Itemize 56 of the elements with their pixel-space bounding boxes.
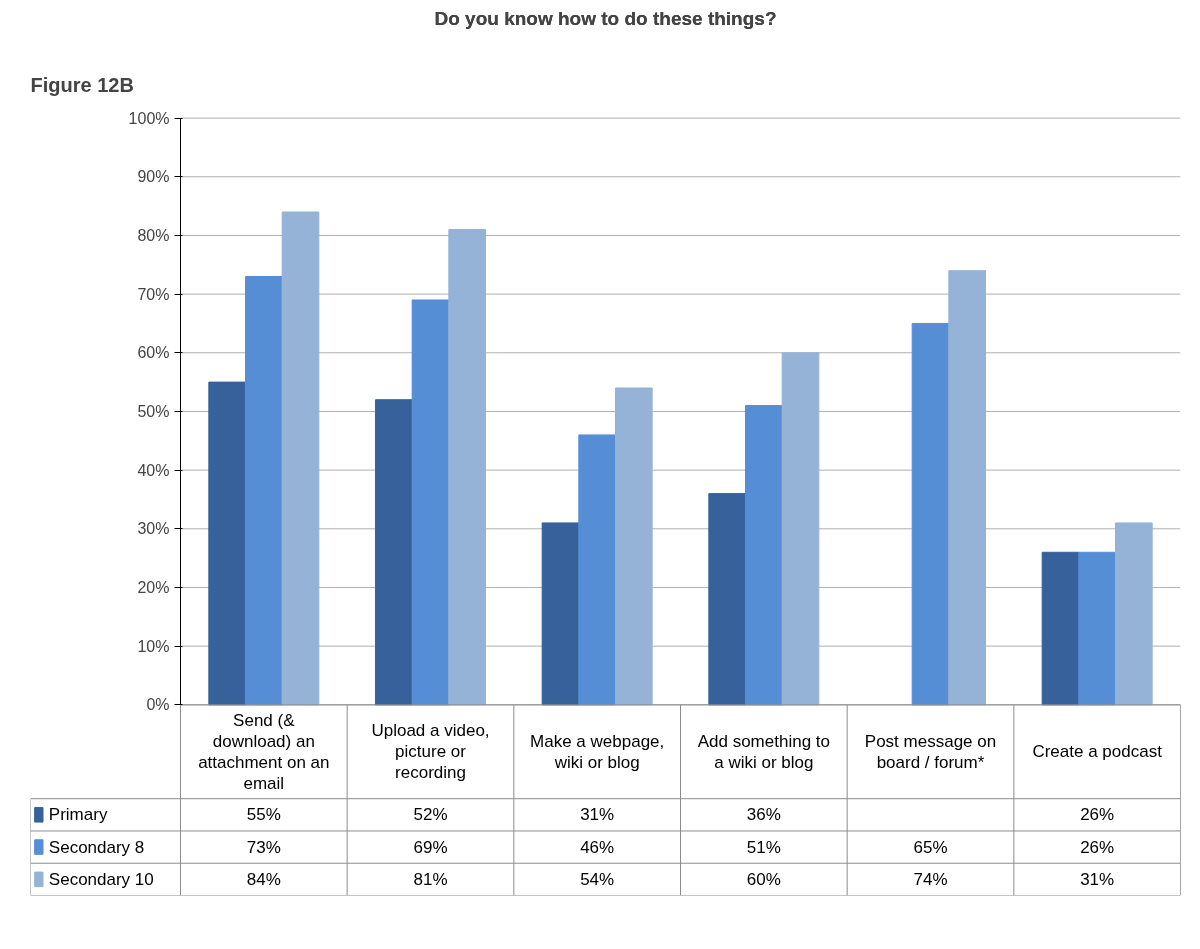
bar	[1078, 551, 1116, 706]
y-tick-label: 100%	[128, 109, 170, 127]
bar	[411, 299, 450, 706]
bar	[245, 276, 283, 706]
data-label: 73%	[246, 837, 281, 857]
data-label: 74%	[913, 869, 948, 889]
bar	[615, 387, 653, 706]
x-tick-label: Post message on board / forum*	[864, 731, 997, 772]
bar	[448, 229, 486, 706]
bar	[948, 270, 986, 706]
bar	[1115, 522, 1153, 706]
data-label: 26%	[1080, 805, 1115, 825]
y-tick-label: 80%	[137, 226, 170, 244]
data-label: 81%	[413, 869, 448, 889]
x-tick-label: Add something to a wiki or blog	[697, 731, 830, 772]
data-label: 54%	[580, 869, 615, 889]
x-tick-label: Send (& download) an attachment on an email	[198, 710, 330, 793]
bar	[1041, 551, 1080, 706]
y-tick-label: 0%	[146, 696, 170, 714]
data-label: 31%	[580, 805, 615, 825]
x-tick-label: Make a webpage, wiki or blog	[530, 731, 665, 772]
y-tick-label: 90%	[137, 168, 170, 186]
bar	[375, 399, 413, 706]
caption: Figure 12B	[30, 73, 134, 96]
data-label: 31%	[1080, 869, 1115, 889]
data-label: 69%	[413, 837, 448, 857]
bar	[281, 211, 320, 706]
legend-label: Primary	[48, 805, 108, 825]
x-tick-label: Upload a video, picture or recording	[371, 721, 490, 783]
y-tick-label: 40%	[137, 461, 170, 479]
data-label: 84%	[246, 869, 281, 889]
y-tick-label: 10%	[137, 637, 170, 655]
bar	[781, 352, 820, 706]
bar	[911, 322, 950, 706]
data-label: 65%	[913, 837, 948, 857]
bar	[745, 405, 783, 706]
data-label: 46%	[580, 837, 615, 857]
data-label: 51%	[746, 837, 781, 857]
data-label: 52%	[413, 805, 448, 825]
data-label: 55%	[246, 805, 281, 825]
y-tick-label: 20%	[137, 578, 170, 596]
y-tick-label: 70%	[137, 285, 170, 303]
legend-label: Secondary 8	[48, 837, 145, 857]
x-tick-label: Create a podcast	[1032, 742, 1163, 762]
data-label: 60%	[746, 869, 781, 889]
chart-title: Do you know how to do these things?	[434, 7, 777, 29]
legend-label: Secondary 10	[48, 869, 154, 889]
bar	[578, 434, 616, 706]
bar	[208, 381, 246, 706]
y-tick-label: 50%	[137, 402, 170, 420]
y-tick-label: 60%	[137, 344, 170, 362]
data-label: 36%	[746, 805, 781, 825]
bar	[541, 522, 580, 706]
y-tick-label: 30%	[137, 520, 170, 538]
data-label: 26%	[1080, 837, 1115, 857]
bar	[708, 493, 746, 706]
